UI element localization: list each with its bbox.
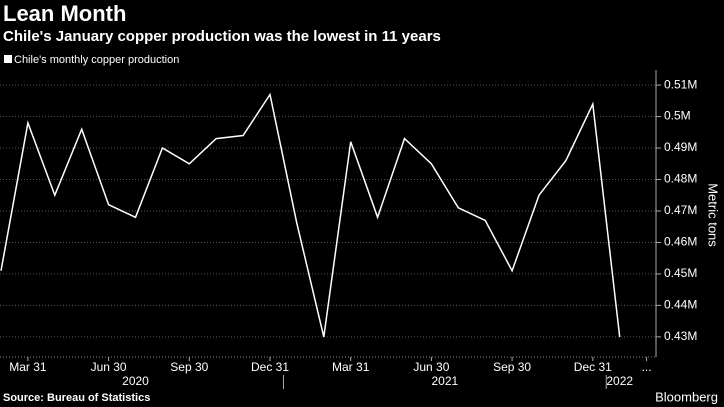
chart-title: Lean Month (3, 1, 126, 26)
x-tick-label: Jun 30 (91, 360, 127, 374)
brand: Bloomberg (655, 389, 718, 404)
line-series (0, 92, 621, 338)
year-label: 2022 (606, 374, 633, 388)
y-tick-label: 0.5M (664, 109, 691, 123)
y-tick-label: 0.46M (664, 235, 697, 249)
y-tick-label: 0.43M (664, 329, 697, 343)
y-tick-label: 0.48M (664, 172, 697, 186)
chart-subtitle: Chile's January copper production was th… (3, 28, 441, 45)
y-tick-label: 0.45M (664, 266, 697, 280)
year-label: 2021 (431, 374, 458, 388)
x-tick-label: ... (642, 360, 652, 374)
x-tick-label: Sep 30 (493, 360, 531, 374)
x-tick-label: Dec 31 (574, 360, 612, 374)
legend-swatch (4, 55, 12, 63)
x-tick-label: Mar 31 (9, 360, 47, 374)
y-tick-label: 0.49M (664, 140, 697, 154)
y-tick-label: 0.51M (664, 77, 697, 91)
source: Source: Bureau of Statistics (3, 392, 150, 404)
year-label: 2020 (122, 374, 149, 388)
y-tick-label: 0.47M (664, 203, 697, 217)
x-tick-label: Jun 30 (413, 360, 449, 374)
y-tick-label: 0.44M (664, 298, 697, 312)
legend-label: Chile's monthly copper production (14, 54, 179, 66)
x-tick-label: Mar 31 (332, 360, 370, 374)
x-tick-label: Sep 30 (170, 360, 208, 374)
y-axis-label: Metric tons (706, 183, 721, 247)
x-tick-label: Dec 31 (251, 360, 289, 374)
